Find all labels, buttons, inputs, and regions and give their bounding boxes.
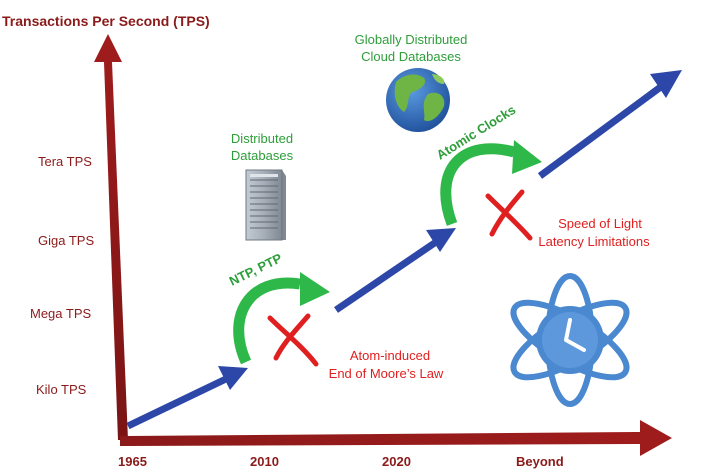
x-mark-icon <box>267 313 319 367</box>
x-tick-1965: 1965 <box>118 454 147 469</box>
globe-icon <box>386 68 450 132</box>
ntp-enabler-arrow <box>233 272 330 365</box>
x-axis <box>120 420 672 456</box>
x-mark-icon-2 <box>485 189 533 241</box>
y-axis-arrow <box>94 34 128 440</box>
atom-clock-icon <box>510 273 630 407</box>
trend-arrow-3 <box>537 70 682 179</box>
y-level-kilo: Kilo TPS <box>36 382 87 397</box>
y-level-tera: Tera TPS <box>38 154 92 169</box>
y-axis <box>94 34 128 440</box>
y-level-mega: Mega TPS <box>30 306 92 321</box>
light-limit-line2: Latency Limitations <box>538 234 650 249</box>
distributed-db-line2: Databases <box>231 148 294 163</box>
atomic-enabler-arrow <box>440 140 542 226</box>
server-rack-icon <box>245 169 286 241</box>
x-tick-beyond: Beyond <box>516 454 564 469</box>
cloud-db-line2: Cloud Databases <box>361 49 461 64</box>
x-tick-2010: 2010 <box>250 454 279 469</box>
trend-arrow-2 <box>334 228 456 313</box>
cloud-db-line1: Globally Distributed <box>355 32 468 47</box>
moore-limit-line2: End of Moore’s Law <box>329 366 444 381</box>
x-tick-2020: 2020 <box>382 454 411 469</box>
y-axis-title: Transactions Per Second (TPS) <box>2 13 210 29</box>
distributed-db-line1: Distributed <box>231 131 293 146</box>
moore-limit-line1: Atom-induced <box>350 348 430 363</box>
light-limit-line1: Speed of Light <box>558 216 642 231</box>
y-level-giga: Giga TPS <box>38 233 94 248</box>
trend-arrow-1 <box>126 366 248 430</box>
x-axis-arrow <box>120 420 672 456</box>
